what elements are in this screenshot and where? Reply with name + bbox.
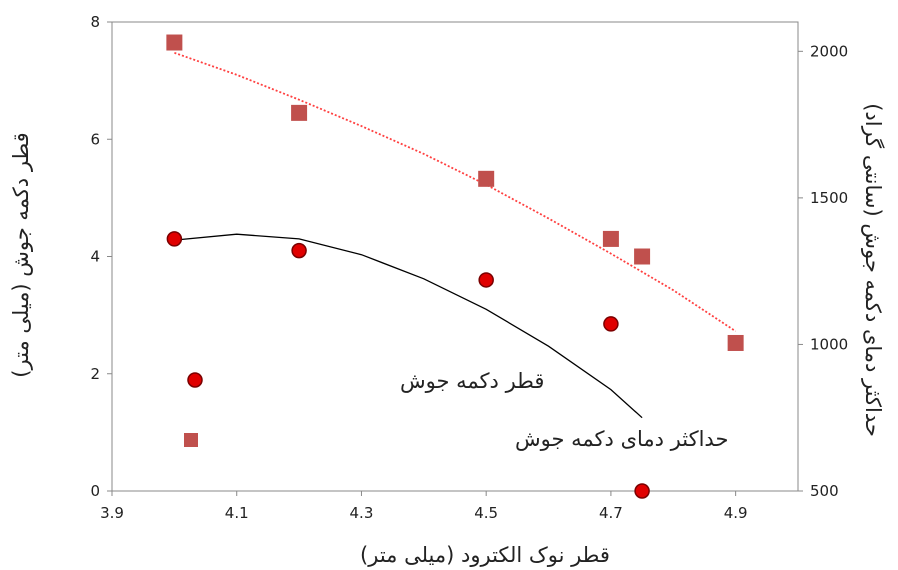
y-right-tick-label: 500 [810,482,839,500]
y-left-tick-label: 2 [90,365,100,383]
y-right-axis-ticks: 500 1000 1500 2000 [798,42,848,500]
x-tick-label: 4.1 [225,504,249,522]
trendline-series-1 [174,233,643,419]
x-tick-label: 4.9 [724,504,748,522]
y-right-tick-label: 1000 [810,335,848,353]
trendline-series-2 [174,51,737,332]
y-left-axis-title: قطر دکمه جوش (میلی متر) [9,132,33,377]
data-point-max-temperature [291,104,308,121]
y-right-tick-label: 2000 [810,42,848,60]
data-point-max-temperature [166,34,183,51]
y-right-tick-label: 1500 [810,189,848,207]
legend-circle-marker [187,372,203,388]
legend-label-max-temperature: حداکثر دمای دکمه جوش [515,427,728,451]
data-point-weld-diameter [291,242,307,259]
x-tick-label: 4.3 [350,504,374,522]
y-right-axis-title: حداکثر دمای دکمه جوش (سانتی گراد) [861,103,885,437]
data-point-max-temperature [727,334,744,351]
x-axis-title: قطر نوک الکترود (میلی متر) [360,543,610,567]
legend-square-marker [184,433,198,447]
y-left-axis-ticks: 0 2 4 6 8 [90,13,112,500]
data-point-max-temperature [602,230,619,247]
data-point-weld-diameter [166,231,183,247]
x-tick-label: 4.5 [474,504,498,522]
data-point-weld-diameter [634,483,650,499]
legend: قطر دکمه جوش حداکثر دمای دکمه جوش [184,369,728,451]
x-axis-ticks: 3.9 4.1 4.3 4.5 4.7 4.9 [100,491,748,522]
x-tick-label: 4.7 [599,504,623,522]
data-point-max-temperature [634,248,651,265]
data-point-weld-diameter [603,316,619,332]
data-point-weld-diameter [478,272,494,288]
data-point-max-temperature [478,170,495,187]
data-markers [166,34,744,499]
y-left-tick-label: 4 [90,248,100,266]
x-tick-label: 3.9 [100,504,124,522]
trendlines [174,51,737,419]
y-left-tick-label: 6 [90,130,100,148]
y-left-tick-label: 0 [90,482,100,500]
y-left-tick-label: 8 [90,13,100,31]
plot-area-border [111,21,799,492]
legend-label-weld-diameter: قطر دکمه جوش [400,369,544,393]
